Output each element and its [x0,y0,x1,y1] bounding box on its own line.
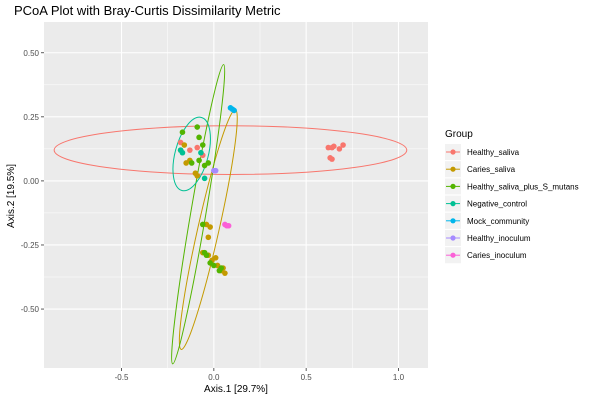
point-Healthy_saliva_plus_S_mutans [199,221,206,228]
x-tick-label: 0.0 [208,373,220,382]
ellipse-Healthy_saliva_plus_S_mutans [171,64,226,365]
point-Healthy_saliva [340,142,346,148]
y-tick-label: -0.25 [21,241,40,250]
y-tick-label: 0.50 [23,49,39,58]
point-Caries_saliva [207,224,213,230]
point-Caries_saliva [212,254,219,261]
point-Healthy_saliva_plus_S_mutans [203,252,210,259]
x-axis-label: Axis.1 [29.7%] [204,384,268,395]
point-Negative_control [198,149,204,156]
chart-title: PCoA Plot with Bray-Curtis Dissimilarity… [14,3,281,18]
point-Healthy_saliva [187,147,193,153]
legend-label-Caries_inoculum: Caries_inoculum [467,251,527,260]
legend-key-point [450,218,456,224]
point-Healthy_saliva_plus_S_mutans [199,142,206,148]
point-Negative_control [201,175,208,182]
x-tick-label: 1.0 [393,373,405,382]
legend-label-Healthy_inoculum: Healthy_inoculum [467,234,531,243]
legend-key-point [450,183,456,189]
point-Healthy_saliva [336,146,343,152]
point-Negative_control [179,149,186,156]
y-tick-label: -0.50 [21,305,40,314]
point-Caries_saliva [194,172,201,179]
point-layer [177,105,346,276]
point-Healthy_saliva [329,156,335,162]
point-Healthy_saliva_plus_S_mutans [196,134,202,141]
point-Healthy_saliva_plus_S_mutans [194,124,201,130]
ellipse-Negative_control [172,116,211,192]
point-Healthy_saliva_plus_S_mutans [216,267,223,274]
point-Caries_saliva [181,142,188,148]
legend-title: Group [445,129,473,140]
x-tick-label: -0.5 [115,373,129,382]
legend-key-point [450,201,456,207]
legend-key-point [450,149,456,155]
point-Healthy_saliva_plus_S_mutans [188,160,195,166]
legend-key-point [450,252,456,258]
point-Healthy_saliva_plus_S_mutans [211,262,217,269]
plot-panel [44,22,428,368]
point-Healthy_inoculum [212,167,219,174]
y-tick-label: 0.00 [23,177,39,186]
panel-background [44,22,428,368]
point-Healthy_saliva_plus_S_mutans [196,157,202,164]
legend-label-Negative_control: Negative_control [467,200,527,209]
point-Healthy_saliva [194,144,201,151]
legend: Group Healthy_saliva Caries_saliva Healthy… [445,129,579,264]
legend-key-point [450,235,456,241]
point-Caries_inoculum [225,222,232,229]
tick-layer: -0.5 0.0 0.5 1.0 -0.50 -0.25 0.00 0.25 0.50 [21,49,405,382]
legend-label-Healthy_saliva: Healthy_saliva [467,148,520,157]
point-Caries_saliva [205,234,212,241]
point-Healthy_saliva_plus_S_mutans [179,129,186,136]
point-Mock_community [231,107,237,114]
legend-label-Mock_community: Mock_community [467,217,529,226]
y-tick-label: 0.25 [23,113,39,122]
legend-key-point [450,166,456,172]
x-tick-label: 0.5 [301,373,313,382]
point-Healthy_saliva [331,143,337,150]
legend-label-Caries_saliva: Caries_saliva [467,165,516,174]
ellipse-layer [53,64,408,365]
y-axis-label: Axis.2 [19.5%] [6,164,17,228]
legend-label-Healthy_saliva_plus_S_mutans: Healthy_saliva_plus_S_mutans [467,182,579,191]
point-Healthy_saliva_plus_S_mutans [205,160,212,166]
